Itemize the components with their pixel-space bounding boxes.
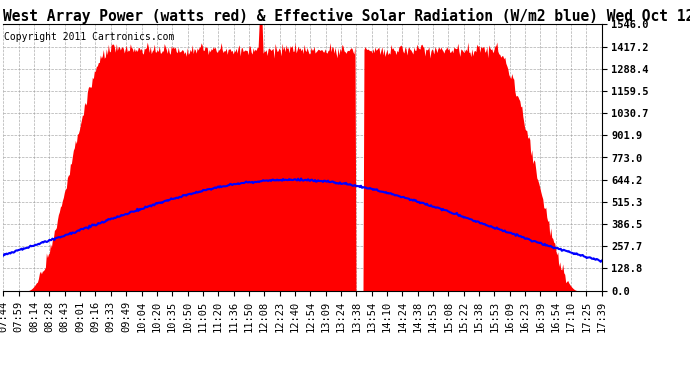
- Text: Copyright 2011 Cartronics.com: Copyright 2011 Cartronics.com: [4, 32, 175, 42]
- Text: West Array Power (watts red) & Effective Solar Radiation (W/m2 blue) Wed Oct 12 : West Array Power (watts red) & Effective…: [3, 8, 690, 24]
